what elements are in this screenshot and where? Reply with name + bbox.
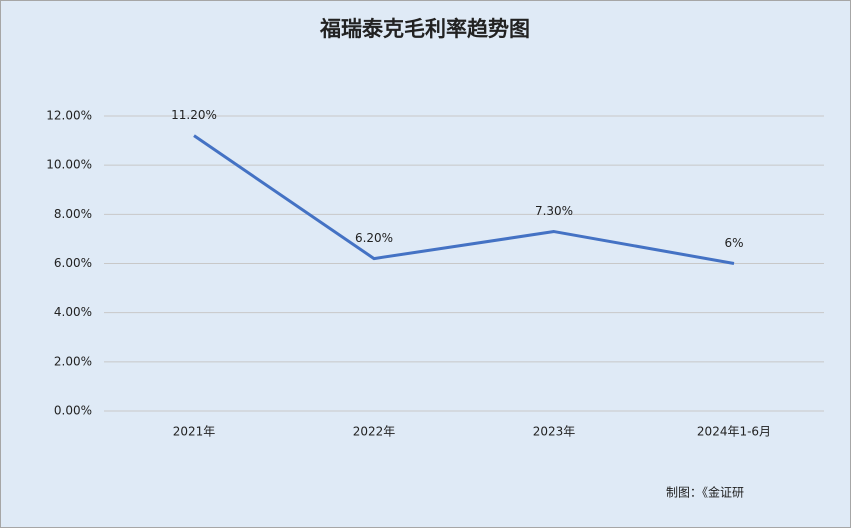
y-tick-label: 2.00% xyxy=(54,354,92,368)
data-label: 11.20% xyxy=(171,108,217,122)
note: 制图：《金证研 xyxy=(666,485,744,500)
data-line xyxy=(193,134,735,265)
y-tick-label: 8.00% xyxy=(54,207,92,221)
x-tick-label: 2024年1-6月 xyxy=(697,425,771,439)
y-tick-label: 6.00% xyxy=(54,256,92,270)
y-tick-label: 4.00% xyxy=(54,305,92,319)
y-tick-label: 12.00% xyxy=(46,109,92,123)
data-label: 7.30% xyxy=(535,204,573,218)
chart-title: 福瑞泰克毛利率趋势图 xyxy=(319,17,530,41)
y-tick-label: 10.00% xyxy=(46,158,92,172)
x-tick-label: 2021年 xyxy=(173,425,216,439)
x-tick-label: 2022年 xyxy=(353,425,396,439)
x-tick-label: 2023年 xyxy=(533,425,576,439)
y-tick-label: 0.00% xyxy=(54,404,92,418)
data-label: 6% xyxy=(724,236,743,250)
data-label: 6.20% xyxy=(355,231,393,245)
